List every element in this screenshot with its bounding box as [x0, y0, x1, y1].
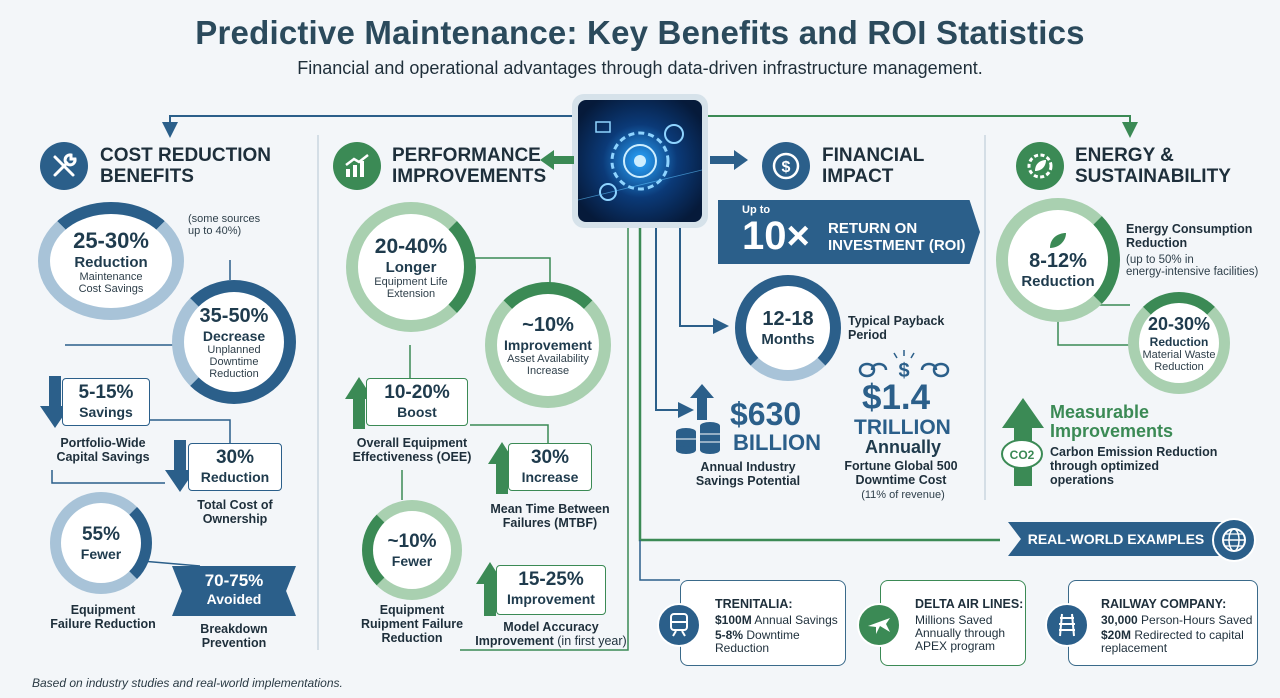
leaf-gear-icon — [1016, 142, 1064, 190]
perf-box-mtbf: 30% Increase — [508, 443, 592, 491]
example-card-trenitalia: TRENITALIA: $100M Annual Savings 5-8% Do… — [657, 580, 846, 666]
dollar-icon: $ — [762, 142, 810, 190]
svg-text:$: $ — [898, 360, 909, 380]
svg-text:$: $ — [782, 159, 791, 176]
cost-box-tco: 30% Reduction — [188, 443, 282, 491]
perf-section-heading: PERFORMANCE IMPROVEMENTS — [392, 145, 547, 187]
energy-carbon-desc: Carbon Emission Reduction through optimiz… — [1050, 445, 1218, 487]
arrow-right-icon — [710, 150, 748, 170]
cost-tco-label: Total Cost of Ownership — [197, 498, 273, 526]
broken-chain-icon: $ — [858, 350, 950, 380]
energy-consumption-note: (up to 50% in energy-intensive facilities… — [1126, 254, 1259, 278]
perf-box-accuracy: 15-25% Improvement — [496, 565, 606, 615]
perf-failure-label: Equipment Ruipment Failure Reduction — [360, 603, 464, 645]
co2-arrow-icon: CO2 — [1001, 398, 1044, 486]
perf-ring-life: 20-40% Longer Equipment Life Extension — [346, 202, 476, 332]
footer-note: Based on industry studies and real-world… — [32, 676, 343, 690]
central-tech-image — [572, 94, 708, 228]
energy-consumption-label: Energy Consumption Reduction — [1126, 222, 1253, 250]
fin-savings-label: Annual Industry Savings Potential — [695, 460, 801, 488]
cost-ring-downtime: 35-50% Decrease Unplanned Downtime Reduc… — [172, 280, 296, 404]
perf-mtbf-label: Mean Time Between Failures (MTBF) — [490, 502, 610, 530]
wrench-icon — [40, 142, 88, 190]
railway-track-icon — [1045, 603, 1089, 647]
example-card-railway: RAILWAY COMPANY: 30,000 Person-Hours Sav… — [1045, 580, 1258, 666]
perf-accuracy-label: Model Accuracy Improvement (in first yea… — [475, 620, 627, 648]
cost-banner-breakdown: 70-75% Avoided — [172, 566, 296, 616]
arrow-left-icon — [540, 150, 574, 170]
roi-banner: Up to 10× RETURN ON INVESTMENT (ROI) — [718, 200, 980, 264]
down-arrow-icon — [165, 440, 195, 492]
perf-box-oee: 10-20% Boost — [366, 378, 468, 426]
energy-carbon-title: Measurable Improvements — [1050, 402, 1174, 441]
energy-ring-waste: 20-30% Reduction Material Waste Reductio… — [1128, 292, 1230, 394]
globe-icon — [1212, 518, 1256, 562]
fin-savings-unit: BILLION — [733, 430, 821, 455]
fin-downtime-label: Annually — [865, 437, 942, 457]
cost-breakdown-label: Breakdown Prevention — [200, 622, 268, 650]
fin-downtime-value: $1.4 — [862, 378, 931, 417]
fin-savings-value: $630 — [730, 396, 802, 432]
cost-note: (some sources up to 40%) — [188, 213, 261, 237]
cost-section-heading: COST REDUCTION BENEFITS — [100, 145, 271, 187]
cost-box-capital: 5-15% Savings — [62, 378, 150, 426]
fin-payback-label: Typical Payback Period — [848, 314, 945, 342]
page-title: Predictive Maintenance: Key Benefits and… — [195, 14, 1085, 51]
leaf-icon — [1050, 233, 1066, 248]
fin-downtime-desc: Fortune Global 500 Downtime Cost — [844, 459, 958, 487]
energy-ring-consumption: 8-12% Reduction — [996, 198, 1120, 322]
fin-downtime-note: (11% of revenue) — [861, 489, 945, 501]
perf-ring-failure: ~10% Fewer — [362, 500, 462, 600]
svg-text:CO2: CO2 — [1010, 448, 1035, 462]
examples-banner: REAL-WORLD EXAMPLES — [1008, 522, 1224, 556]
page-subtitle: Financial and operational advantages thr… — [297, 58, 983, 78]
cost-ring-maintenance: 25-30% Reduction Maintenance Cost Saving… — [38, 202, 184, 320]
chart-growth-icon — [333, 142, 381, 190]
train-icon — [657, 603, 701, 647]
perf-oee-label: Overall Equipment Effectiveness (OEE) — [352, 436, 472, 464]
fin-downtime-unit: TRILLION — [854, 416, 951, 439]
gear-network-icon — [577, 100, 703, 222]
perf-ring-availability: ~10% Improvement Asset Availability Incr… — [485, 282, 611, 408]
coins-icon — [676, 384, 720, 454]
fin-ring-payback: 12-18 Months — [735, 275, 841, 381]
cost-failure-label: Equipment Failure Reduction — [50, 603, 156, 631]
airplane-icon — [857, 603, 901, 647]
fin-section-heading: FINANCIAL IMPACT — [822, 145, 925, 187]
example-card-delta: DELTA AIR LINES: Millions Saved Annually… — [857, 580, 1026, 666]
cost-capital-label: Portfolio-Wide Capital Savings — [56, 436, 150, 464]
cost-ring-failure: 55% Fewer — [50, 492, 152, 594]
energy-section-heading: ENERGY & SUSTAINABILITY — [1075, 145, 1231, 187]
